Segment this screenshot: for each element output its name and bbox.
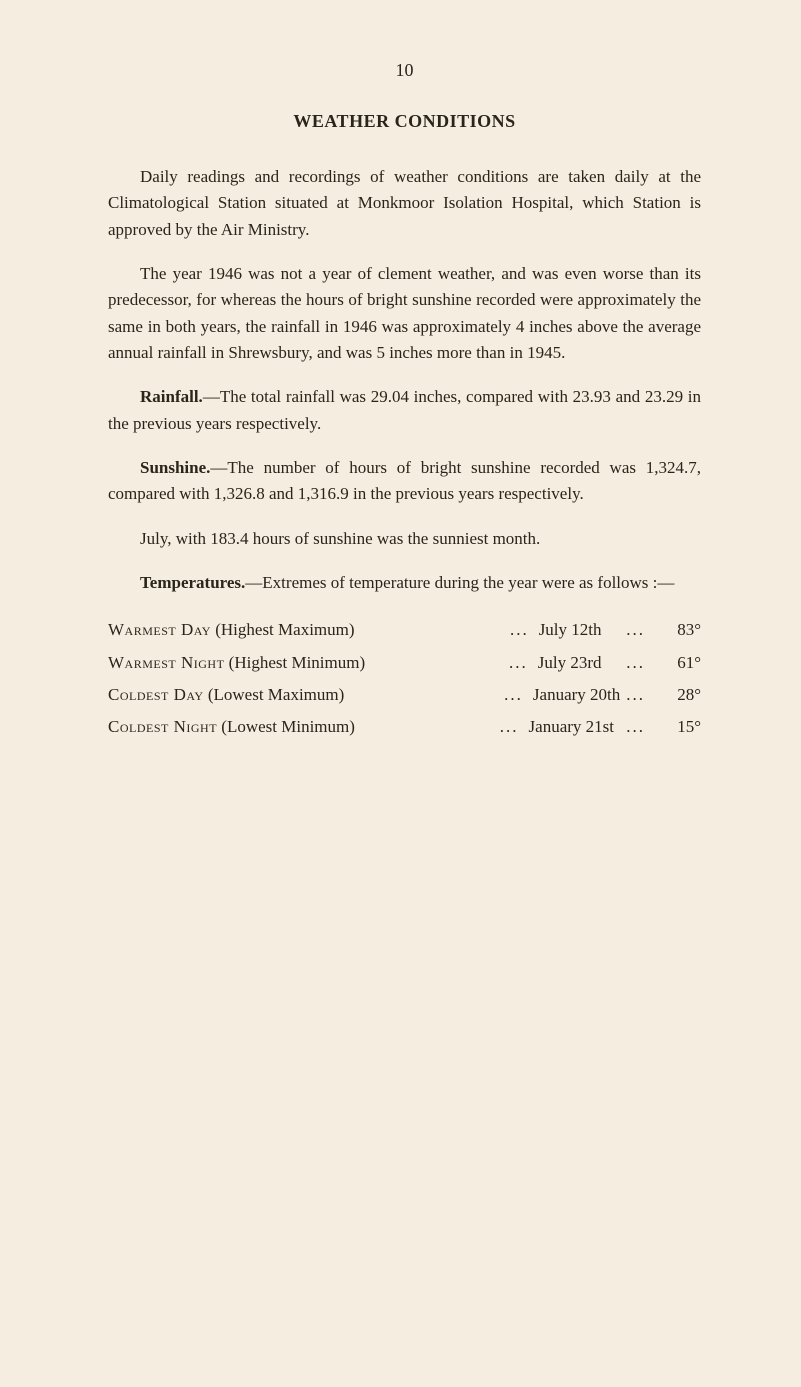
dots-icon: ... xyxy=(486,711,529,743)
row-date: July 12th xyxy=(539,614,602,646)
row-value: 28° xyxy=(653,679,701,711)
row-value: 61° xyxy=(653,647,701,679)
row-value: 15° xyxy=(653,711,701,743)
row-label-rest: (Lowest Minimum) xyxy=(217,717,355,736)
document-page: 10 WEATHER CONDITIONS Daily readings and… xyxy=(0,0,801,1387)
row-label-caps: Warmest Night xyxy=(108,653,224,672)
paragraph-temperatures: Temperatures.—Extremes of temperature du… xyxy=(108,570,701,596)
row-date: January 21st xyxy=(529,711,614,743)
temperatures-body: —Extremes of temperature during the year… xyxy=(245,573,674,592)
row-label-rest: (Lowest Maximum) xyxy=(204,685,345,704)
row-label: Coldest Day (Lowest Maximum) xyxy=(108,679,344,711)
table-row: Coldest Day (Lowest Maximum) ... January… xyxy=(108,679,701,711)
page-title: WEATHER CONDITIONS xyxy=(108,111,701,132)
dots-icon: ... xyxy=(614,711,653,743)
row-label-rest: (Highest Minimum) xyxy=(224,653,365,672)
page-number: 10 xyxy=(108,60,701,81)
dots-icon: ... xyxy=(602,614,654,646)
row-date: July 23rd xyxy=(538,647,602,679)
row-label: Warmest Night (Highest Minimum) xyxy=(108,647,365,679)
row-label-caps: Coldest Day xyxy=(108,685,204,704)
row-label-caps: Warmest Day xyxy=(108,620,211,639)
paragraph-intro-2: The year 1946 was not a year of clement … xyxy=(108,261,701,366)
dots-icon: ... xyxy=(496,614,539,646)
paragraph-july: July, with 183.4 hours of sunshine was t… xyxy=(108,526,701,552)
temperature-table: Warmest Day (Highest Maximum) ... July 1… xyxy=(108,614,701,743)
row-label: Warmest Day (Highest Maximum) xyxy=(108,614,355,646)
row-value: 83° xyxy=(653,614,701,646)
row-label: Coldest Night (Lowest Minimum) xyxy=(108,711,355,743)
paragraph-intro-1: Daily readings and recordings of weather… xyxy=(108,164,701,243)
dots-icon: ... xyxy=(490,679,533,711)
row-label-rest: (Highest Maximum) xyxy=(211,620,355,639)
paragraph-rainfall: Rainfall.—The total rainfall was 29.04 i… xyxy=(108,384,701,437)
row-date: January 20th xyxy=(533,679,620,711)
sunshine-lead: Sunshine. xyxy=(140,458,210,477)
paragraph-sunshine: Sunshine.—The number of hours of bright … xyxy=(108,455,701,508)
row-label-caps: Coldest Night xyxy=(108,717,217,736)
table-row: Coldest Night (Lowest Minimum) ... Janua… xyxy=(108,711,701,743)
temperatures-lead: Temperatures. xyxy=(140,573,245,592)
dots-icon: ... xyxy=(620,679,653,711)
rainfall-lead: Rainfall. xyxy=(140,387,203,406)
table-row: Warmest Night (Highest Minimum) ... July… xyxy=(108,647,701,679)
dots-icon: ... xyxy=(602,647,654,679)
table-row: Warmest Day (Highest Maximum) ... July 1… xyxy=(108,614,701,646)
dots-icon: ... xyxy=(495,647,538,679)
